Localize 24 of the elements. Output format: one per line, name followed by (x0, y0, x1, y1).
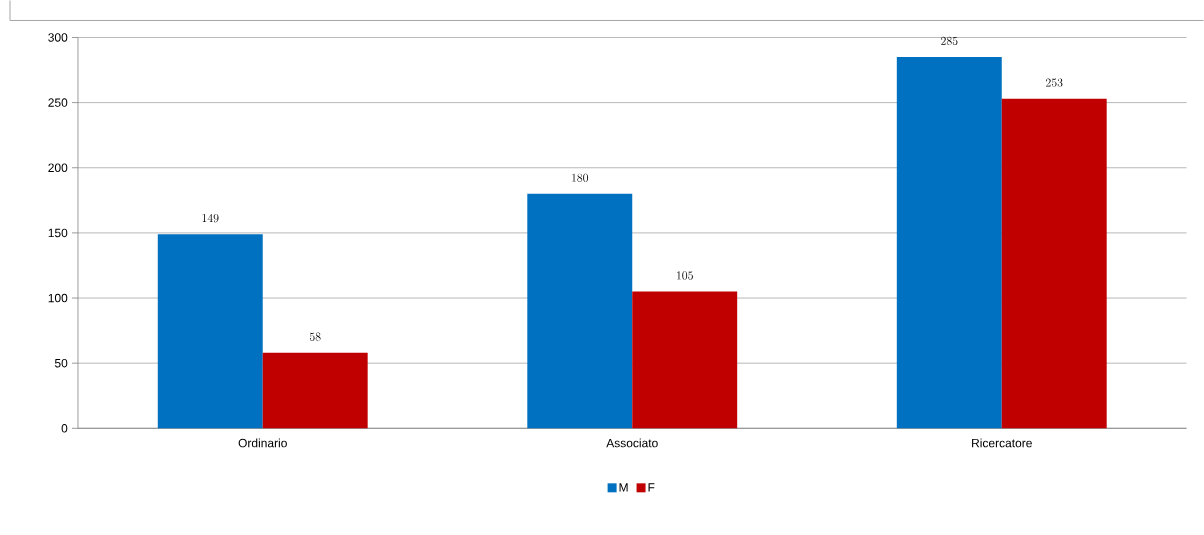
legend-label: M (619, 483, 628, 492)
x-tick-label: Ordinario (238, 438, 287, 448)
y-tick-label: 200 (48, 163, 68, 172)
bar (1001, 98, 1107, 429)
data-label: 105 (677, 271, 693, 280)
y-tick-label: 150 (48, 228, 68, 238)
bar (262, 352, 368, 429)
data-label: 180 (572, 173, 589, 182)
y-tick-label: 250 (48, 98, 68, 107)
data-label: 58 (309, 332, 321, 341)
legend-label: F (648, 483, 655, 492)
y-tick-label: 50 (54, 358, 68, 368)
y-tick-label: 300 (48, 33, 68, 42)
data-label: 253 (1046, 78, 1063, 87)
bar (632, 291, 738, 429)
y-tick-label: 100 (48, 293, 68, 303)
bar (527, 193, 633, 429)
data-label: 285 (941, 36, 958, 45)
x-tick-label: Associato (606, 438, 658, 448)
data-label: 149 (202, 213, 219, 223)
bar (896, 56, 1002, 429)
bar (157, 234, 263, 429)
y-tick-label: 0 (61, 423, 68, 433)
x-tick-label: Ricercatore (972, 438, 1032, 448)
